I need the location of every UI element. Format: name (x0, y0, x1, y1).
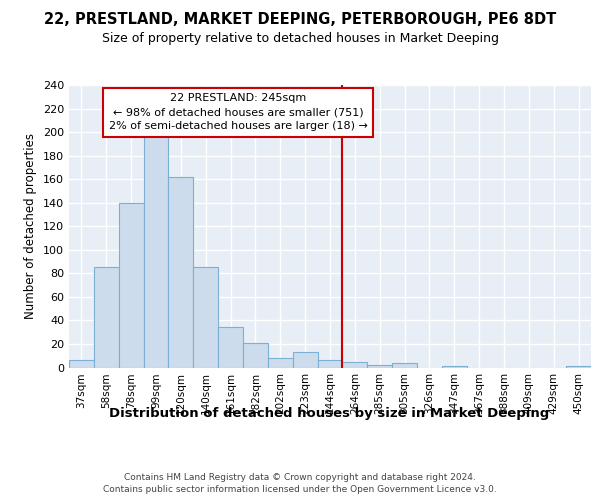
Text: Contains HM Land Registry data © Crown copyright and database right 2024.
Contai: Contains HM Land Registry data © Crown c… (103, 472, 497, 494)
Text: 22, PRESTLAND, MARKET DEEPING, PETERBOROUGH, PE6 8DT: 22, PRESTLAND, MARKET DEEPING, PETERBORO… (44, 12, 556, 28)
Bar (218, 328, 243, 368)
Bar (69, 360, 94, 368)
Y-axis label: Number of detached properties: Number of detached properties (25, 133, 37, 320)
Text: 22 PRESTLAND: 245sqm
← 98% of detached houses are smaller (751)
2% of semi-detac: 22 PRESTLAND: 245sqm ← 98% of detached h… (109, 93, 367, 131)
Text: Distribution of detached houses by size in Market Deeping: Distribution of detached houses by size … (109, 408, 549, 420)
Bar (343, 362, 367, 368)
Bar (193, 268, 218, 368)
Bar (317, 360, 343, 368)
Bar (169, 177, 193, 368)
Bar (392, 363, 417, 368)
Bar (119, 202, 143, 368)
Bar (143, 134, 169, 368)
Bar (367, 365, 392, 368)
Bar (243, 343, 268, 367)
Bar (94, 268, 119, 368)
Text: Size of property relative to detached houses in Market Deeping: Size of property relative to detached ho… (101, 32, 499, 45)
Bar (293, 352, 317, 368)
Bar (566, 366, 591, 368)
Bar (442, 366, 467, 368)
Bar (268, 358, 293, 368)
